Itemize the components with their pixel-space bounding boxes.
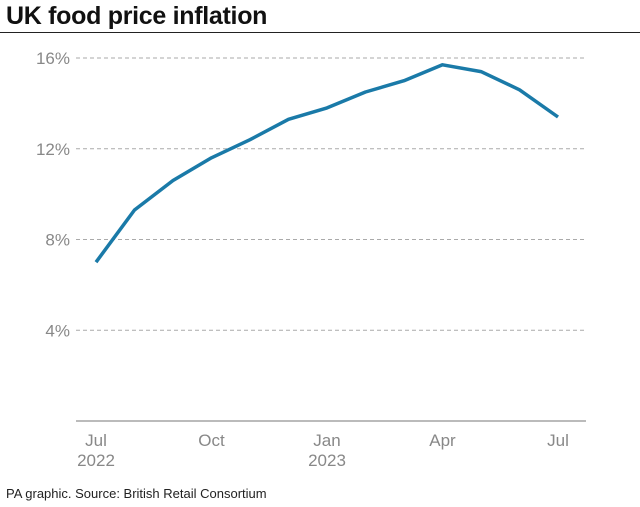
x-tick-year-label: 2022	[77, 451, 115, 470]
x-tick-label: Apr	[429, 431, 456, 450]
page-title: UK food price inflation	[6, 2, 268, 30]
source-credit: PA graphic. Source: British Retail Conso…	[6, 486, 267, 501]
y-tick-label: 16%	[36, 49, 70, 68]
title-divider	[0, 32, 640, 33]
y-tick-label: 8%	[45, 231, 70, 250]
x-tick-label: Jul	[85, 431, 107, 450]
series-lines	[94, 63, 560, 264]
x-tick-label: Oct	[198, 431, 225, 450]
y-tick-label: 12%	[36, 140, 70, 159]
grid-lines	[76, 57, 586, 331]
x-tick-label: Jan	[313, 431, 340, 450]
y-tick-labels: 4% 8% 12% 16%	[36, 49, 70, 340]
x-tick-year-label: 2023	[308, 451, 346, 470]
y-tick-label: 4%	[45, 321, 70, 340]
x-tick-label: Jul	[547, 431, 569, 450]
series-line	[94, 63, 560, 264]
